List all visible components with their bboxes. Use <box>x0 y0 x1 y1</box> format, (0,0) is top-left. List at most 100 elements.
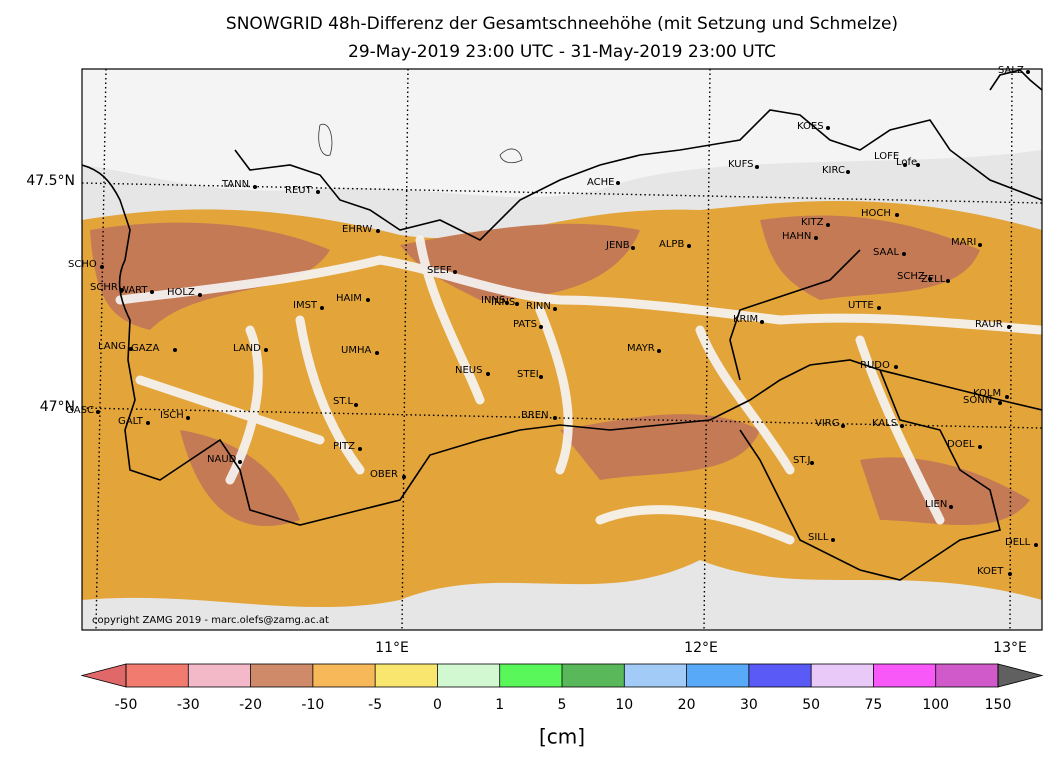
station-dot <box>949 505 953 509</box>
colorbar-under <box>80 663 127 688</box>
colorbar-segment <box>686 664 749 687</box>
station-label: KUFS <box>728 159 754 170</box>
station-label: SEEF <box>427 265 452 276</box>
station-dot <box>238 460 242 464</box>
station-dot <box>120 288 124 292</box>
station-label: ST.L <box>333 396 353 407</box>
station-dot <box>100 265 104 269</box>
station-dot <box>916 163 920 167</box>
station-label: Lofe <box>896 157 917 168</box>
station-label: PATS <box>513 319 537 330</box>
station-dot <box>810 461 814 465</box>
lon-label: 11°E <box>375 640 409 656</box>
colorbar-tick-label: -50 <box>115 697 138 713</box>
station-dot <box>515 302 519 306</box>
station-dot <box>998 401 1002 405</box>
station-dot <box>253 185 257 189</box>
colorbar-tick-label: 1 <box>495 697 504 713</box>
station-dot <box>320 306 324 310</box>
station-label: SCHZ <box>897 271 925 282</box>
station-label: GAZA <box>131 343 159 354</box>
station-dot <box>539 375 543 379</box>
station-dot <box>894 365 898 369</box>
station-dot <box>129 347 133 351</box>
station-dot <box>96 410 100 414</box>
station-label: TANN <box>221 179 249 190</box>
station-dot <box>316 190 320 194</box>
station-dot <box>1034 543 1038 547</box>
colorbar-tick-label: 150 <box>985 697 1012 713</box>
station-label: KIRC <box>822 165 845 176</box>
station-dot <box>1008 572 1012 576</box>
station-dot <box>354 403 358 407</box>
station-label: LOFE <box>874 151 899 162</box>
station-label: LIEN <box>925 499 947 510</box>
station-label: SAAL <box>873 247 899 258</box>
station-dot <box>616 181 620 185</box>
station-label: LANG <box>98 341 126 352</box>
station-dot <box>631 246 635 250</box>
lat-label: 47.5°N <box>26 173 75 189</box>
station-dot <box>150 290 154 294</box>
colorbar-segment <box>312 664 376 687</box>
station-dot <box>826 223 830 227</box>
station-label: KALS <box>872 418 897 429</box>
station-dot <box>902 252 906 256</box>
colorbar-tick-label: 0 <box>433 697 442 713</box>
station-label: SONN <box>963 395 992 406</box>
colorbar-segment <box>562 664 625 687</box>
lat-label: 47°N <box>40 399 75 415</box>
station-label: MAYR <box>627 343 655 354</box>
station-dot <box>264 348 268 352</box>
station-label: DELL <box>1005 537 1031 548</box>
station-label: NEUS <box>455 365 482 376</box>
station-dot <box>1005 395 1009 399</box>
colorbar-segment <box>126 664 189 687</box>
copyright: copyright ZAMG 2019 - marc.olefs@zamg.ac… <box>92 615 329 626</box>
title: SNOWGRID 48h-Differenz der Gesamtschneeh… <box>226 14 898 34</box>
station-label: HAIM <box>336 293 362 304</box>
station-dot <box>376 229 380 233</box>
station-label: UTTE <box>848 300 874 311</box>
colorbar-tick-label: 75 <box>865 697 883 713</box>
station-label: INNS <box>491 297 515 308</box>
station-label: HOLZ <box>167 287 195 298</box>
colorbar-segment <box>811 664 874 687</box>
lon-label: 13°E <box>993 640 1027 656</box>
station-dot <box>505 301 509 305</box>
station-dot <box>375 351 379 355</box>
station-dot <box>755 165 759 169</box>
station-label: IMST <box>293 300 318 311</box>
station-label: RINN <box>526 301 551 312</box>
station-label: DOEL <box>947 439 975 450</box>
station-dot <box>553 416 557 420</box>
station-label: SILL <box>808 532 829 543</box>
station-dot <box>358 447 362 451</box>
station-label: ACHE <box>587 177 615 188</box>
station-label: KOES <box>797 121 824 132</box>
colorbar-segment <box>873 664 936 687</box>
station-dot <box>453 270 457 274</box>
station-dot <box>826 126 830 130</box>
station-label: WART <box>119 285 148 296</box>
colorbar-tick-label: 20 <box>678 697 696 713</box>
station-dot <box>928 277 932 281</box>
station-dot <box>846 170 850 174</box>
colorbar-tick-label: 5 <box>558 697 567 713</box>
colorbar-tick-label: -30 <box>177 697 200 713</box>
station-dot <box>1026 70 1030 74</box>
station-dot <box>486 372 490 376</box>
station-label: PITZ <box>333 441 355 452</box>
station-dot <box>687 244 691 248</box>
colorbar-tick-label: -10 <box>301 697 324 713</box>
station-label: OBER <box>370 469 398 480</box>
colorbar-tick-label: -20 <box>239 697 262 713</box>
colorbar-tick-label: 50 <box>802 697 820 713</box>
station-dot <box>198 293 202 297</box>
station-dot <box>657 349 661 353</box>
colorbar-segment <box>935 664 998 687</box>
station-label: VIRG <box>815 418 840 429</box>
station-label: REUT <box>285 185 313 196</box>
station-label: SCHR <box>90 282 118 293</box>
station-label: UMHA <box>341 345 371 356</box>
